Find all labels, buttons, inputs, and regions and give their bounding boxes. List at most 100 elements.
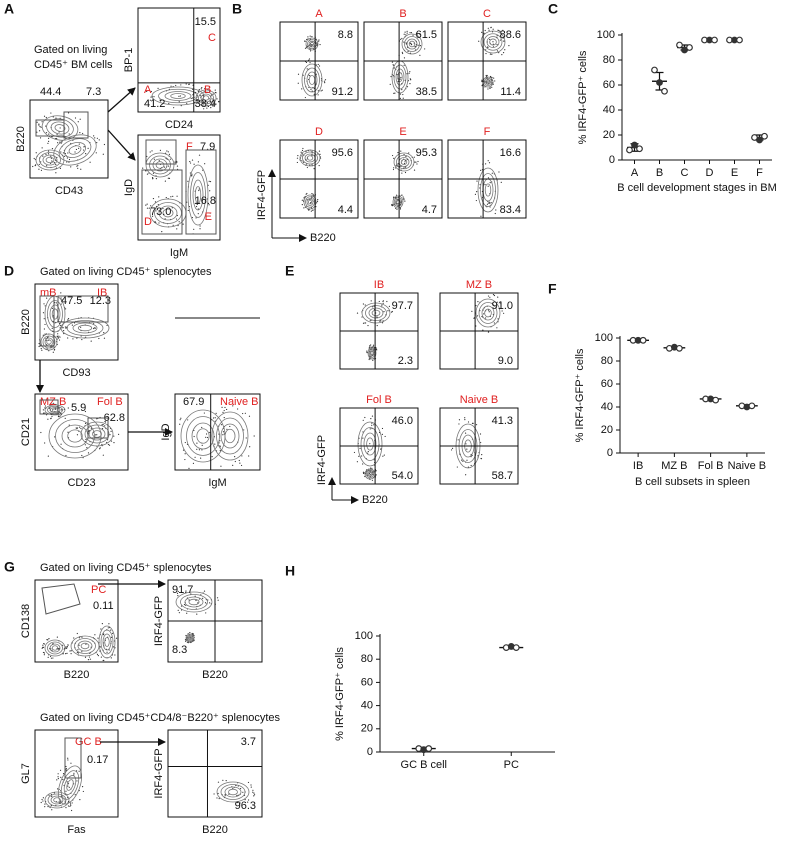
event-dot — [191, 173, 193, 175]
event-dot — [389, 83, 391, 86]
event-dot — [52, 351, 54, 353]
contour — [220, 423, 240, 449]
event-dot — [152, 178, 154, 180]
event-dot — [38, 345, 40, 348]
event-dot — [151, 177, 154, 179]
event-dot — [74, 151, 76, 153]
contour — [486, 36, 500, 48]
event-dot — [238, 459, 240, 462]
y-tick-label: 100 — [355, 630, 373, 642]
event-dot — [305, 193, 307, 195]
event-dot — [485, 163, 487, 165]
event-dot — [220, 465, 222, 467]
event-dot — [40, 126, 42, 128]
event-dot — [55, 172, 57, 174]
event-dot — [108, 444, 111, 446]
event-dot — [489, 182, 491, 184]
gate-value: 47.5 — [61, 295, 82, 307]
panel-label: B — [232, 1, 242, 17]
gate-value: 4.7 — [422, 204, 437, 216]
data-point — [639, 336, 647, 344]
event-dot — [487, 185, 489, 187]
event-dot — [78, 637, 81, 639]
event-dot — [38, 130, 41, 132]
arrow — [107, 87, 136, 113]
contour — [190, 172, 206, 218]
event-dot — [199, 225, 201, 227]
event-dot — [80, 168, 82, 170]
event-dot — [51, 307, 53, 310]
event-dot — [103, 337, 106, 339]
event-dot — [110, 636, 113, 638]
event-dot — [229, 425, 231, 428]
event-dot — [464, 432, 467, 434]
event-dot — [146, 90, 148, 93]
contour — [44, 295, 66, 333]
event-dot — [60, 324, 62, 327]
y-axis-label: % IRF4-GFP⁺ cells — [574, 348, 586, 442]
event-dot — [89, 161, 91, 163]
event-dot — [57, 773, 59, 775]
event-dot — [406, 73, 408, 75]
event-dot — [496, 327, 498, 329]
event-dot — [73, 772, 75, 774]
event-dot — [300, 151, 302, 153]
contour — [67, 429, 83, 443]
event-dot — [381, 433, 383, 435]
event-dot — [486, 74, 488, 77]
axis-label: CD21 — [20, 418, 32, 446]
event-dot — [375, 474, 377, 476]
event-dot — [42, 334, 44, 336]
event-dot — [47, 336, 49, 338]
contour — [162, 208, 174, 218]
y-tick-label: 0 — [367, 746, 373, 758]
event-dot — [384, 435, 386, 438]
gate-value: 12.3 — [90, 295, 111, 307]
event-dot — [473, 317, 475, 319]
event-dot — [40, 801, 42, 804]
x-tick-label: MZ B — [661, 460, 687, 472]
contour — [302, 151, 318, 165]
contour — [46, 339, 52, 345]
event-dot — [89, 658, 92, 660]
event-dot — [390, 75, 392, 78]
event-dot — [205, 612, 207, 614]
event-dot — [215, 92, 217, 94]
event-dot — [47, 150, 50, 152]
event-dot — [75, 148, 78, 151]
event-dot — [101, 443, 103, 446]
axis-label: B220 — [362, 494, 388, 506]
event-dot — [490, 27, 492, 29]
event-dot — [489, 206, 491, 208]
event-dot — [221, 406, 223, 408]
event-dot — [49, 655, 52, 658]
y-tick-label: 20 — [601, 424, 613, 436]
event-dot — [57, 142, 59, 144]
panel-label: H — [285, 563, 295, 579]
event-dot — [106, 651, 108, 653]
event-dot — [38, 123, 40, 125]
event-dot — [38, 342, 40, 345]
event-dot — [308, 58, 311, 60]
event-dot — [499, 301, 501, 303]
event-dot — [73, 774, 75, 776]
data-point — [748, 402, 756, 410]
event-dot — [301, 88, 303, 90]
event-dot — [79, 118, 81, 120]
contour — [395, 68, 405, 86]
contour — [175, 591, 213, 613]
event-dot — [394, 92, 396, 94]
event-dot — [48, 638, 50, 640]
event-dot — [419, 44, 422, 47]
event-dot — [65, 765, 67, 768]
event-dot — [464, 417, 466, 419]
gate-value: 3.7 — [241, 736, 256, 748]
event-dot — [402, 93, 404, 96]
gate — [39, 399, 59, 415]
event-dot — [204, 163, 206, 165]
event-dot — [177, 224, 179, 227]
event-dot — [356, 461, 358, 463]
event-dot — [409, 32, 411, 34]
event-dot — [487, 309, 490, 311]
event-dot — [152, 172, 155, 174]
